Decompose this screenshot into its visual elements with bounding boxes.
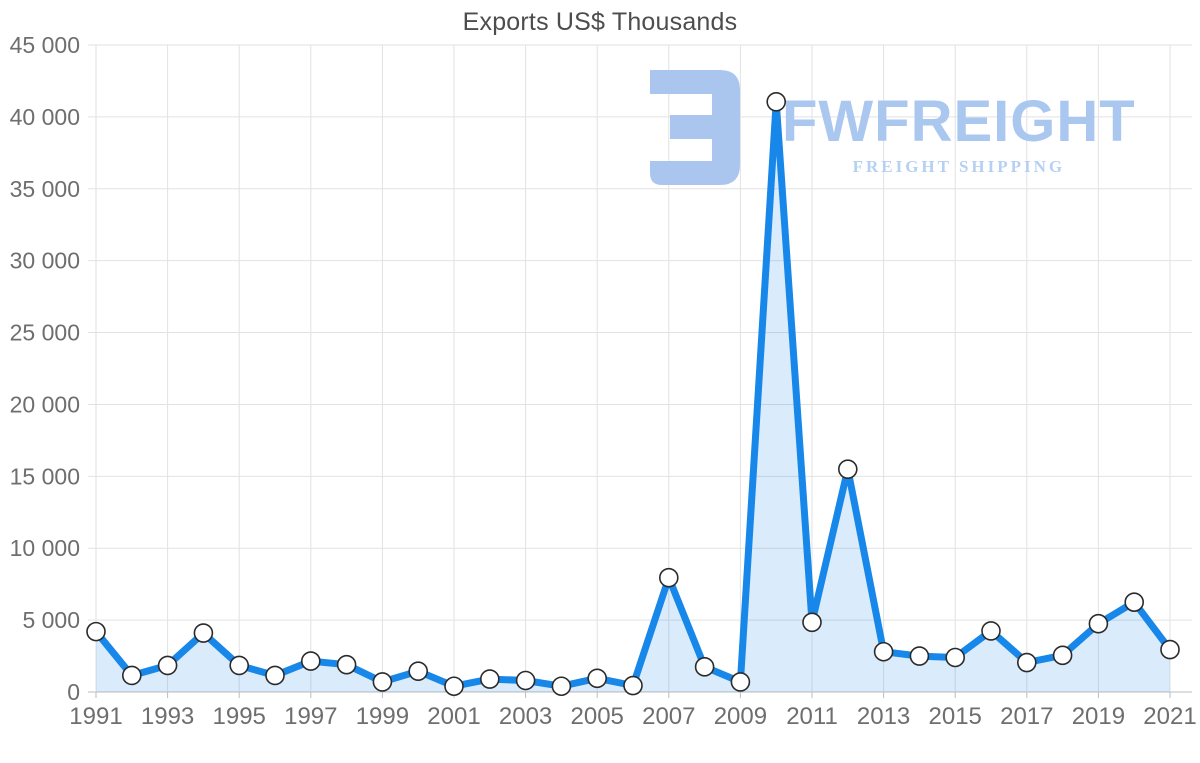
data-point-marker[interactable] [1052,645,1073,666]
y-tick-label: 40 000 [10,104,80,130]
x-tick-label: 2001 [427,703,480,730]
data-point-marker[interactable] [981,621,1001,641]
x-tick-label: 2007 [642,703,695,730]
data-point-marker[interactable] [408,661,429,681]
x-tick-label: 2017 [1000,703,1053,730]
data-point-marker[interactable] [623,675,643,696]
data-point-marker[interactable] [336,654,357,675]
data-point-marker[interactable] [515,670,536,691]
y-tick-label: 0 [67,679,80,705]
data-point-marker[interactable] [157,655,178,676]
x-tick-label: 2003 [499,703,552,730]
x-tick-label: 1997 [284,703,337,730]
x-tick-label: 2019 [1072,703,1125,730]
x-tick-label: 1999 [356,703,409,730]
data-point-marker[interactable] [444,676,464,697]
y-tick-label: 25 000 [10,320,80,346]
watermark-tagline-text: FREIGHT SHIPPING [852,157,1066,176]
data-point-marker[interactable] [730,672,751,692]
x-tick-label: 2013 [857,703,910,730]
x-tick-label: 2011 [786,703,838,730]
y-tick-label: 10 000 [10,535,80,561]
y-tick-label: 15 000 [10,463,80,489]
data-point-marker[interactable] [587,668,608,689]
y-tick-label: 5 000 [22,607,80,633]
data-point-marker[interactable] [122,665,142,686]
y-tick-label: 30 000 [10,248,80,274]
series-line [92,98,1174,690]
data-point-marker[interactable] [837,459,858,479]
data-point-marker[interactable] [873,641,894,662]
data-point-marker[interactable] [229,655,249,676]
data-point-marker[interactable] [766,91,787,112]
chart-title: Exports US$ Thousands [462,8,738,36]
x-tick-label: 1993 [141,703,194,730]
data-point-marker[interactable] [86,621,106,642]
data-point-marker[interactable] [551,676,572,697]
y-tick-label: 20 000 [10,391,80,417]
x-tick-label: 1991 [69,703,122,730]
data-point-marker[interactable] [265,665,285,686]
data-point-marker[interactable] [694,657,715,677]
x-tick-label: 2005 [571,703,624,730]
data-point-marker[interactable] [193,623,214,643]
data-point-marker[interactable] [909,646,930,666]
data-point-marker[interactable] [300,651,321,671]
data-point-marker[interactable] [945,647,966,668]
x-tick-label: 2021 [1143,703,1196,730]
data-point-marker[interactable] [372,672,393,692]
y-tick-label: 45 000 [10,32,80,58]
data-point-marker[interactable] [1017,652,1037,673]
data-point-marker[interactable] [1124,592,1144,612]
x-tick-label: 1995 [213,703,266,730]
data-point-marker[interactable] [802,612,822,633]
data-point-marker[interactable] [658,567,679,588]
series-area-fill [96,101,1170,693]
data-point-marker[interactable] [479,669,500,689]
data-point-marker[interactable] [1088,613,1109,634]
fwfreight-watermark: FWFREIGHT FREIGHT SHIPPING [650,70,1136,185]
x-tick-label: 2009 [714,703,767,730]
fwfreight-logo-icon [650,70,740,185]
data-point-marker[interactable] [1160,639,1180,660]
y-tick-label: 35 000 [10,176,80,202]
watermark-brand-text: FWFREIGHT [782,89,1136,154]
x-tick-label: 2015 [929,703,982,730]
